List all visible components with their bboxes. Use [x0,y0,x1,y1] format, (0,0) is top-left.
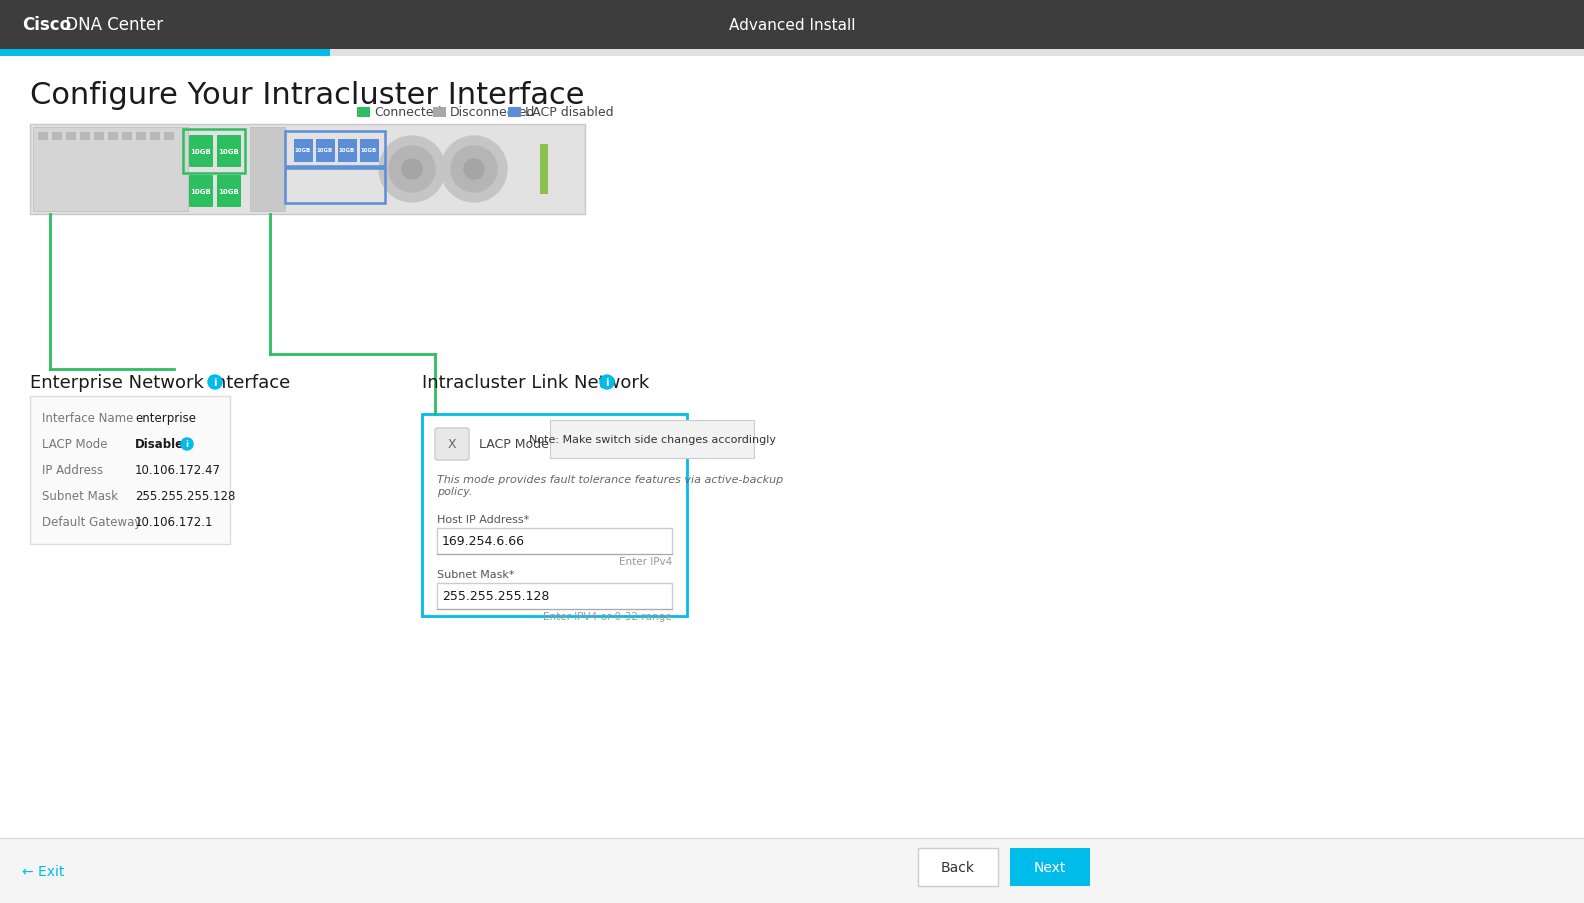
Text: LACP Mode: LACP Mode [478,438,550,451]
Text: 10GB: 10GB [219,189,239,195]
Text: IP Address: IP Address [43,464,103,477]
Bar [0,50,329,57]
Text: Back: Back [941,860,976,874]
Text: Connected: Connected [374,107,442,119]
Circle shape [181,439,193,451]
Text: Host IP Address*: Host IP Address* [437,515,529,525]
Text: 255.255.255.128: 255.255.255.128 [135,490,236,503]
FancyBboxPatch shape [30,396,230,545]
Text: Next: Next [1034,860,1066,874]
Bar [0,838,1584,903]
Text: LACP disabled: LACP disabled [524,107,613,119]
Text: 10GB: 10GB [339,148,355,154]
Bar [356,107,371,118]
Text: Subnet Mask*: Subnet Mask* [437,570,515,580]
FancyBboxPatch shape [217,176,241,208]
Circle shape [379,137,445,203]
FancyBboxPatch shape [217,135,241,168]
Text: i: i [214,377,217,387]
Text: ← Exit: ← Exit [22,864,65,878]
Text: Subnet Mask: Subnet Mask [43,490,117,503]
Text: 10GB: 10GB [317,148,333,154]
FancyBboxPatch shape [437,583,672,610]
FancyBboxPatch shape [188,135,212,168]
Bar [108,133,117,141]
Text: 10.106.172.1: 10.106.172.1 [135,516,214,529]
FancyBboxPatch shape [919,848,998,886]
Text: Interface Name: Interface Name [43,412,133,425]
Bar [250,128,285,212]
FancyBboxPatch shape [550,421,754,459]
Circle shape [600,376,615,389]
Bar [67,133,76,141]
FancyBboxPatch shape [421,414,687,617]
Bar [93,133,105,141]
Text: i: i [605,377,608,387]
Bar [52,133,62,141]
Bar [33,128,188,212]
Text: 255.255.255.128: 255.255.255.128 [442,590,550,603]
Circle shape [390,147,436,192]
Circle shape [208,376,222,389]
Text: X: X [448,438,456,451]
FancyBboxPatch shape [436,429,469,461]
Text: Enter IPV4 or 0-32 range: Enter IPV4 or 0-32 range [543,611,672,621]
Text: ⚠: ⚠ [551,438,564,452]
Text: 10GB: 10GB [219,149,239,154]
Text: This mode provides fault tolerance features via active-backup
policy.: This mode provides fault tolerance featu… [437,474,782,496]
FancyBboxPatch shape [188,176,212,208]
FancyBboxPatch shape [337,139,356,163]
Bar [136,133,146,141]
Bar [329,50,1584,57]
Text: Intracluster Link Network: Intracluster Link Network [421,374,649,392]
Text: Disconnected: Disconnected [450,107,535,119]
Bar [38,133,48,141]
Bar [81,133,90,141]
Text: Enter IPv4: Enter IPv4 [619,556,672,566]
Text: Configure Your Intracluster Interface: Configure Your Intracluster Interface [30,80,584,109]
FancyBboxPatch shape [293,139,312,163]
Bar [508,107,521,118]
Bar [0,0,1584,50]
Text: 169.254.6.66: 169.254.6.66 [442,535,524,548]
Text: DNA Center: DNA Center [60,16,163,34]
Text: 10.106.172.47: 10.106.172.47 [135,464,222,477]
Text: 10GB: 10GB [190,189,211,195]
Text: 10GB: 10GB [190,149,211,154]
Text: Cisco: Cisco [22,16,71,34]
Circle shape [464,160,485,180]
Text: LACP Mode: LACP Mode [43,438,108,451]
Text: Disabled: Disabled [135,438,193,451]
Text: enterprise: enterprise [135,412,196,425]
Text: 10GB: 10GB [361,148,377,154]
FancyBboxPatch shape [360,139,379,163]
Bar [165,133,174,141]
Text: Enterprise Network Interface: Enterprise Network Interface [30,374,290,392]
FancyBboxPatch shape [1011,848,1090,886]
Circle shape [440,137,507,203]
Bar [122,133,131,141]
Text: Note: Make switch side changes accordingly: Note: Make switch side changes according… [529,434,776,444]
FancyBboxPatch shape [30,125,584,215]
FancyBboxPatch shape [315,139,334,163]
Text: i: i [185,440,188,449]
FancyBboxPatch shape [437,528,672,554]
Bar [150,133,160,141]
Circle shape [451,147,497,192]
Circle shape [402,160,421,180]
Text: Advanced Install: Advanced Install [729,17,855,33]
Bar [540,144,548,195]
Bar [432,107,447,118]
Text: Default Gateway: Default Gateway [43,516,141,529]
Text: 10GB: 10GB [295,148,310,154]
